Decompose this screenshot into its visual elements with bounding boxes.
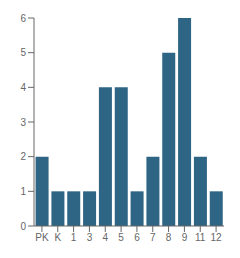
svg-text:K: K [54,232,61,243]
svg-text:8: 8 [166,232,172,243]
svg-text:4: 4 [102,232,108,243]
svg-text:0: 0 [20,221,26,232]
svg-text:1: 1 [20,186,26,197]
svg-text:2: 2 [20,151,26,162]
svg-text:4: 4 [20,82,26,93]
svg-text:9: 9 [182,232,188,243]
svg-text:12: 12 [211,232,223,243]
svg-text:6: 6 [134,232,140,243]
svg-text:1: 1 [71,232,77,243]
svg-text:3: 3 [20,117,26,128]
svg-text:PK: PK [35,232,49,243]
svg-text:7: 7 [150,232,156,243]
svg-text:11: 11 [195,232,206,243]
svg-text:5: 5 [118,232,124,243]
svg-text:5: 5 [20,47,26,58]
svg-text:3: 3 [87,232,93,243]
svg-text:6: 6 [20,13,26,24]
